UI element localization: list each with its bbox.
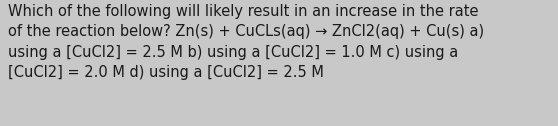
Text: Which of the following will likely result in an increase in the rate
of the reac: Which of the following will likely resul… <box>8 4 484 80</box>
